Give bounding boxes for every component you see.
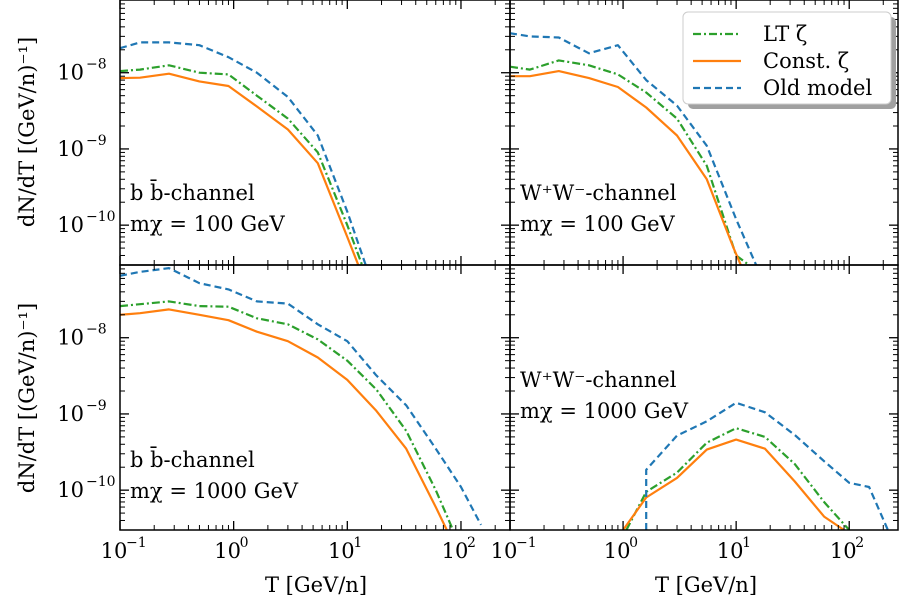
legend: LT ζ Const. ζ Old model <box>682 11 896 109</box>
panel-annotation-mass: mχ = 1000 GeV <box>130 479 299 503</box>
y-tick-exponent: −9 <box>86 398 107 414</box>
panel-annotation-mass: mχ = 1000 GeV <box>520 399 689 423</box>
ticks <box>509 265 898 530</box>
ticks <box>119 265 510 530</box>
x-tick-exponent: 2 <box>467 535 476 551</box>
y-tick-label: 10 <box>57 61 84 85</box>
x-axis-label-left: T [GeV/n] <box>265 573 367 597</box>
series-line-old-model <box>120 41 367 265</box>
x-axis-label-right: T [GeV/n] <box>655 573 757 597</box>
series-group <box>622 401 889 530</box>
x-tick-label: 10 <box>830 539 857 563</box>
series-line-lt <box>510 59 750 265</box>
series-line-lt <box>625 427 851 530</box>
y-tick-label: 10 <box>57 402 84 426</box>
series-line-const <box>120 72 360 265</box>
series-line-lt <box>120 64 364 265</box>
y-tick-label: 10 <box>57 326 84 350</box>
series-line-const <box>120 308 448 530</box>
y-tick-label: 10 <box>57 137 84 161</box>
x-tick-label: 10 <box>101 539 128 563</box>
panel-annotation-mass: mχ = 100 GeV <box>130 212 286 236</box>
panel-top-left: b b̄-channel mχ = 100 GeV <box>119 0 511 266</box>
y-tick-exponent: −8 <box>86 57 107 73</box>
series-line-old-model <box>120 267 482 526</box>
x-tick-exponent: −1 <box>516 535 537 551</box>
series-group <box>510 32 758 265</box>
x-tick-label: 10 <box>214 539 241 563</box>
x-tick-exponent: 0 <box>240 535 249 551</box>
legend-box <box>682 11 892 105</box>
panel-annotation-channel: b b̄-channel <box>130 179 255 205</box>
panels: b b̄-channel mχ = 100 GeV W⁺W⁻-channel mχ =… <box>119 0 899 531</box>
legend-label: Old model <box>763 76 872 100</box>
y-axis-label-bottom: dN/dT [(GeV/n)⁻¹] <box>15 303 39 493</box>
legend-label: Const. ζ <box>763 49 849 73</box>
y-tick-exponent: −9 <box>86 133 107 149</box>
panel-annotation-channel: b b̄-channel <box>130 446 255 472</box>
ticks <box>119 0 510 265</box>
x-tick-label: 10 <box>328 539 355 563</box>
y-tick-exponent: −10 <box>86 209 116 225</box>
x-tick-label: 10 <box>717 539 744 563</box>
panel-annotation-channel: W⁺W⁻-channel <box>520 368 677 392</box>
axis-labels: T [GeV/n] T [GeV/n] dN/dT [(GeV/n)⁻¹] dN… <box>15 37 757 597</box>
x-tick-label: 10 <box>604 539 631 563</box>
x-tick-label: 10 <box>442 539 469 563</box>
series-group <box>120 267 482 530</box>
series-line-old-model <box>510 32 758 265</box>
series-line-old-model <box>645 401 889 530</box>
panel-annotation-mass: mχ = 100 GeV <box>520 212 676 236</box>
y-tick-label: 10 <box>57 478 84 502</box>
panel-bottom-left: b b̄-channel mχ = 1000 GeV <box>119 264 511 531</box>
y-tick-label: 10 <box>57 213 84 237</box>
panel-top-right: W⁺W⁻-channel mχ = 100 GeV <box>509 0 899 266</box>
x-tick-label: 10 <box>491 539 518 563</box>
series-line-lt <box>120 300 455 530</box>
series-group <box>120 41 367 265</box>
y-axis-label-top: dN/dT [(GeV/n)⁻¹] <box>15 37 39 227</box>
y-tick-exponent: −8 <box>86 322 107 338</box>
y-tick-exponent: −10 <box>86 474 116 490</box>
x-tick-exponent: 0 <box>629 535 638 551</box>
x-tick-exponent: −1 <box>126 535 147 551</box>
legend-label: LT ζ <box>763 22 807 46</box>
panel-annotation-channel: W⁺W⁻-channel <box>520 181 677 205</box>
x-tick-exponent: 2 <box>855 535 864 551</box>
x-tick-exponent: 1 <box>353 535 362 551</box>
panel-frame <box>509 264 899 531</box>
panel-bottom-right: W⁺W⁻-channel mχ = 1000 GeV <box>509 264 899 531</box>
x-tick-exponent: 1 <box>742 535 751 551</box>
series-line-const <box>510 69 742 265</box>
series-line-const <box>622 438 845 530</box>
